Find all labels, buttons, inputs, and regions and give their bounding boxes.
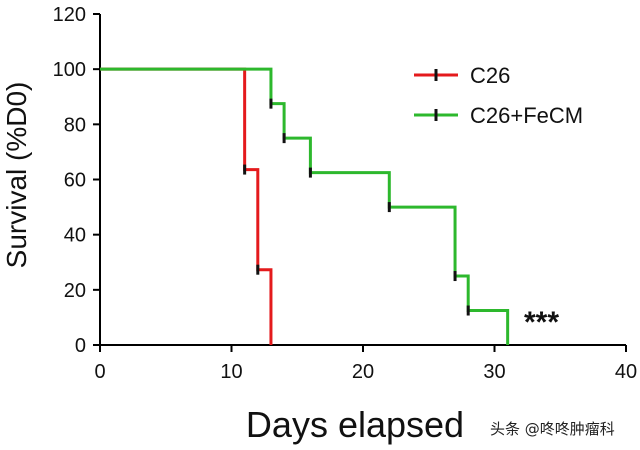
- x-tick-label: 10: [220, 361, 242, 383]
- legend: C26 C26+FeCM: [414, 63, 583, 128]
- series-layer: [100, 67, 510, 345]
- x-tick-label: 20: [352, 361, 374, 383]
- series-1: [100, 67, 510, 345]
- x-tick-label: 0: [94, 361, 105, 383]
- x-tick-label: 40: [615, 361, 637, 383]
- survival-step-line: [100, 67, 273, 345]
- y-tick-label: 80: [64, 114, 86, 136]
- y-tick-label: 100: [53, 59, 86, 81]
- significance-annotation: ***: [524, 306, 559, 339]
- x-axis-title: Days elapsed: [246, 404, 464, 445]
- watermark-text: 头条 @咚咚肿瘤科: [490, 420, 615, 438]
- y-tick-label: 20: [64, 280, 86, 302]
- survival-step-line: [100, 67, 510, 345]
- y-tick-label: 0: [75, 335, 86, 357]
- y-tick-label: 40: [64, 225, 86, 247]
- legend-label: C26: [470, 63, 510, 88]
- y-axis-title: Survival (%D0): [1, 82, 32, 269]
- legend-label: C26+FeCM: [470, 103, 583, 128]
- y-tick-label: 60: [64, 170, 86, 192]
- axes: 0 10 20 30 40 0 20 40 60 80 100 120: [53, 4, 638, 383]
- x-tick-label: 30: [483, 361, 505, 383]
- y-tick-label: 120: [53, 4, 86, 26]
- series-0: [100, 67, 273, 345]
